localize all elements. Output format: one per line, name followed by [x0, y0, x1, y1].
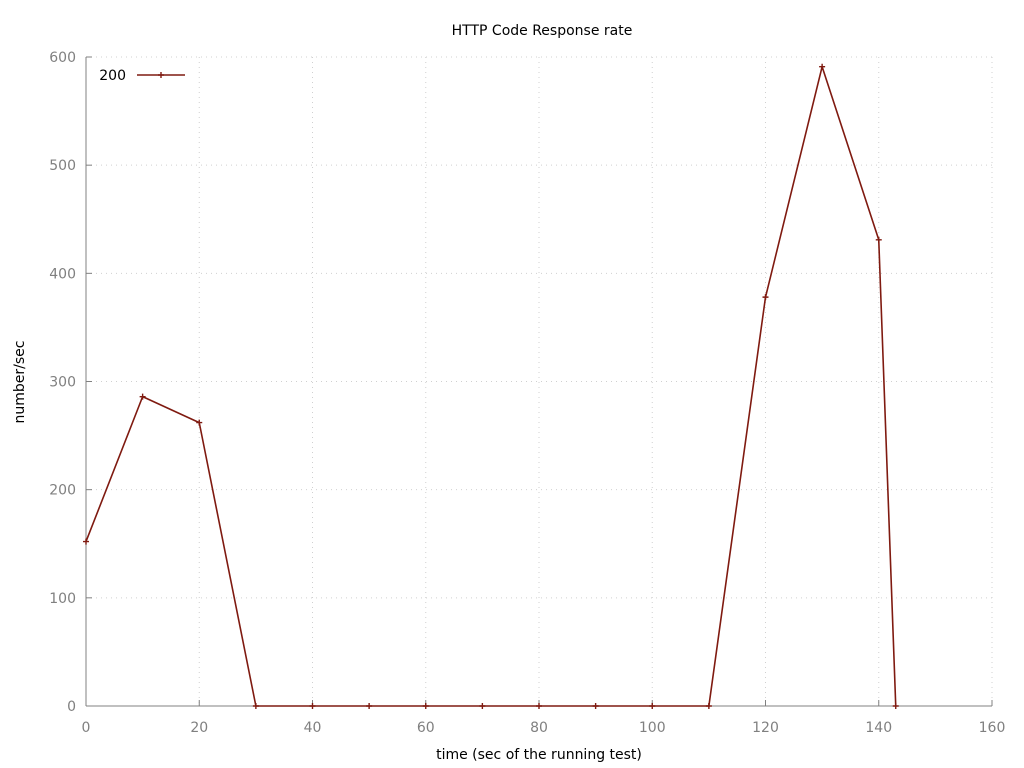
legend: 200 [99, 68, 185, 84]
x-tick-label: 40 [304, 720, 322, 736]
y-tick-label: 200 [49, 483, 76, 499]
legend-label: 200 [99, 68, 126, 84]
y-tick-label: 300 [49, 375, 76, 391]
data-point [139, 393, 146, 400]
x-tick-label: 160 [979, 720, 1006, 736]
x-axis-label: time (sec of the running test) [436, 747, 642, 763]
chart-title: HTTP Code Response rate [452, 23, 633, 39]
data-point [422, 703, 429, 709]
ticks: 0 20 40 60 80 100 120 140 160 0 100 200 300 400 500 600 [49, 50, 1005, 736]
data-point [875, 236, 882, 243]
data-point [83, 538, 89, 545]
y-axis-label: number/sec [12, 341, 28, 424]
grid [86, 56, 993, 706]
data-point [892, 703, 899, 709]
x-tick-label: 100 [639, 720, 666, 736]
x-tick-label: 0 [82, 720, 91, 736]
y-tick-label: 400 [49, 266, 76, 282]
x-tick-label: 60 [417, 720, 435, 736]
data-point [762, 294, 769, 301]
x-tick-label: 80 [530, 720, 548, 736]
data-point [309, 703, 316, 709]
data-point [705, 703, 712, 709]
legend-marker [158, 72, 164, 78]
x-tick-label: 120 [752, 720, 779, 736]
x-tick-label: 20 [190, 720, 208, 736]
y-tick-label: 100 [49, 591, 76, 607]
x-tick-label: 140 [865, 720, 892, 736]
y-tick-label: 500 [49, 158, 76, 174]
series-layer [83, 63, 899, 709]
series-line-0 [85, 65, 897, 707]
data-point [649, 703, 656, 709]
data-point [479, 703, 486, 709]
data-point [592, 703, 599, 709]
data-point [196, 419, 203, 426]
data-point [536, 703, 542, 709]
data-point [819, 63, 826, 70]
y-tick-label: 600 [49, 50, 76, 66]
data-point [366, 703, 373, 709]
data-point [252, 703, 259, 709]
y-tick-label: 0 [67, 699, 76, 715]
